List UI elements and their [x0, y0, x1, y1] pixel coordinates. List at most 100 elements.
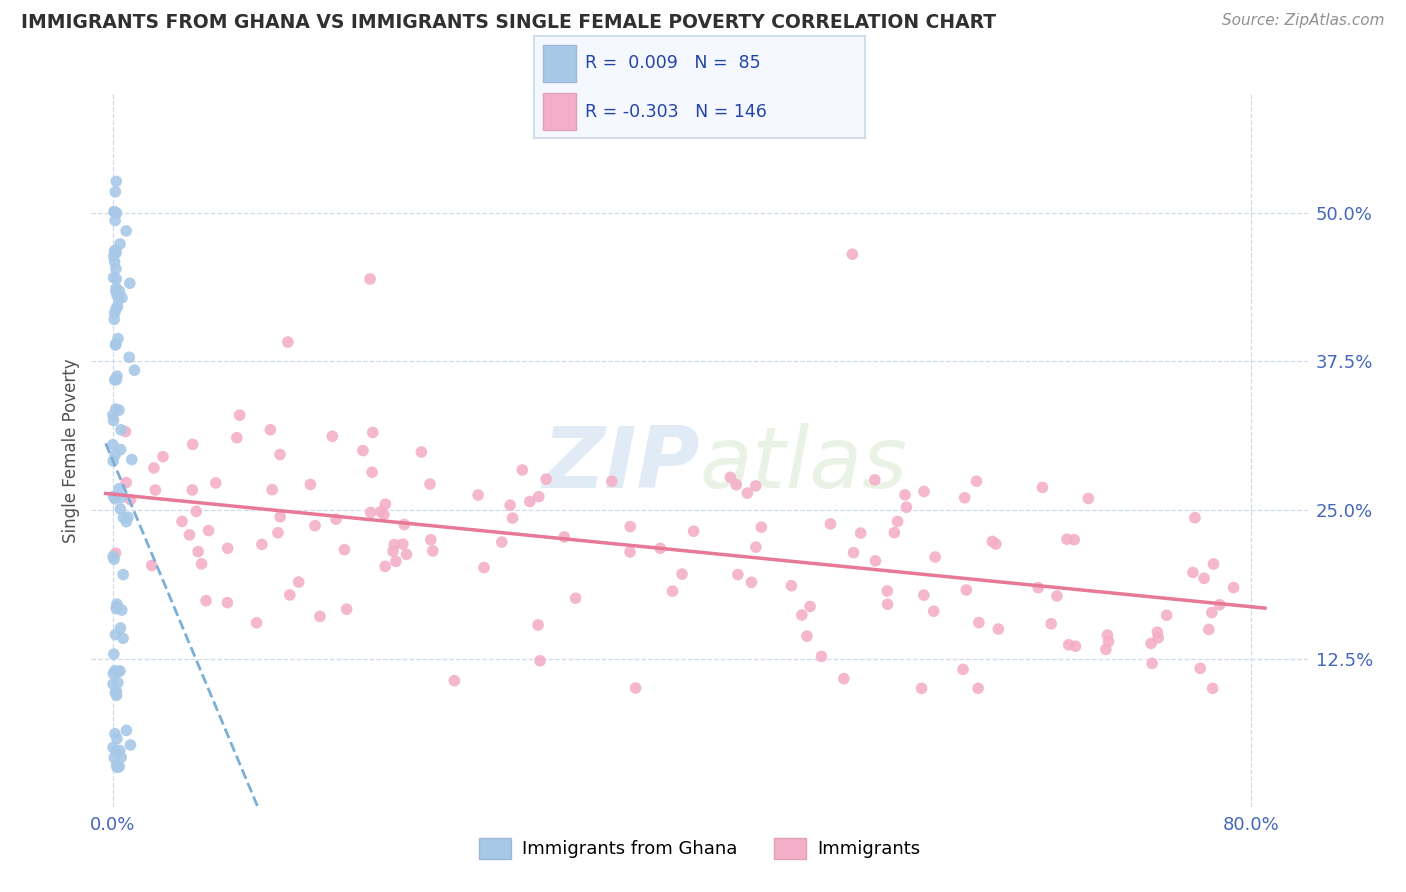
Point [101, 740, 124, 755]
Point [467, 488, 489, 502]
Point [1063, 533, 1085, 547]
Point [1095, 642, 1118, 657]
Point [105, 206, 128, 220]
Point [966, 474, 988, 488]
Point [790, 607, 813, 622]
Point [114, 425, 136, 439]
FancyBboxPatch shape [543, 93, 575, 130]
Point [103, 413, 125, 427]
Point [359, 272, 381, 286]
Point [955, 582, 977, 597]
Point [105, 597, 128, 611]
Text: R =  0.009   N =  85: R = 0.009 N = 85 [585, 54, 761, 72]
Text: ZIP: ZIP [541, 423, 699, 507]
Point [104, 213, 127, 227]
Point [374, 559, 396, 574]
FancyBboxPatch shape [543, 45, 575, 82]
Point [104, 337, 127, 351]
Point [1202, 557, 1225, 571]
Point [105, 684, 128, 698]
Point [228, 408, 250, 422]
Point [865, 554, 887, 568]
Point [299, 477, 322, 491]
Point [1077, 491, 1099, 506]
Point [107, 665, 129, 679]
Point [894, 488, 917, 502]
Point [952, 662, 974, 676]
Point [195, 593, 218, 607]
Point [108, 284, 131, 298]
Point [105, 301, 128, 316]
Point [104, 205, 127, 219]
Point [849, 526, 872, 541]
Point [186, 504, 208, 518]
Point [104, 284, 127, 298]
Point [534, 472, 557, 486]
Point [967, 615, 990, 630]
Point [107, 675, 129, 690]
Point [105, 731, 128, 746]
Point [110, 442, 132, 457]
Point [105, 281, 128, 295]
Point [304, 518, 326, 533]
Point [108, 664, 131, 678]
Point [269, 448, 291, 462]
Point [103, 244, 125, 258]
Point [101, 408, 124, 422]
Point [101, 549, 124, 564]
Point [110, 750, 132, 764]
Point [104, 448, 127, 462]
Point [411, 445, 433, 459]
Point [104, 727, 127, 741]
Point [842, 546, 865, 560]
Point [661, 584, 683, 599]
Point [1181, 566, 1204, 580]
Point [472, 560, 495, 574]
Point [105, 600, 128, 615]
Point [394, 517, 416, 532]
Point [352, 443, 374, 458]
Point [321, 429, 343, 443]
Point [117, 510, 139, 524]
Point [152, 450, 174, 464]
Point [1097, 628, 1119, 642]
Point [118, 351, 141, 365]
Point [110, 491, 132, 505]
Text: IMMIGRANTS FROM GHANA VS IMMIGRANTS SINGLE FEMALE POVERTY CORRELATION CHART: IMMIGRANTS FROM GHANA VS IMMIGRANTS SING… [21, 13, 997, 32]
Point [104, 664, 127, 678]
Point [190, 557, 212, 571]
Point [104, 244, 127, 258]
Point [370, 505, 392, 519]
Point [115, 475, 138, 490]
Point [491, 535, 513, 549]
Point [671, 567, 693, 582]
Point [619, 545, 641, 559]
Point [725, 477, 748, 491]
Point [105, 245, 128, 260]
Point [105, 760, 128, 774]
Point [529, 654, 551, 668]
Y-axis label: Single Female Poverty: Single Female Poverty [62, 359, 80, 542]
Point [924, 549, 946, 564]
Point [1046, 589, 1069, 603]
Point [360, 505, 382, 519]
Legend: Immigrants from Ghana, Immigrants: Immigrants from Ghana, Immigrants [471, 830, 928, 866]
Point [912, 588, 935, 602]
Point [1056, 532, 1078, 546]
Point [727, 567, 749, 582]
Point [103, 489, 125, 503]
Point [953, 491, 976, 505]
Point [111, 603, 134, 617]
Point [217, 541, 239, 556]
Point [361, 465, 384, 479]
Point [373, 508, 395, 522]
Point [1208, 598, 1230, 612]
Point [1184, 510, 1206, 524]
Point [115, 723, 138, 738]
Point [1146, 625, 1168, 640]
Point [115, 224, 138, 238]
Point [336, 602, 359, 616]
Point [104, 338, 127, 352]
Point [502, 511, 524, 525]
Point [143, 483, 166, 497]
